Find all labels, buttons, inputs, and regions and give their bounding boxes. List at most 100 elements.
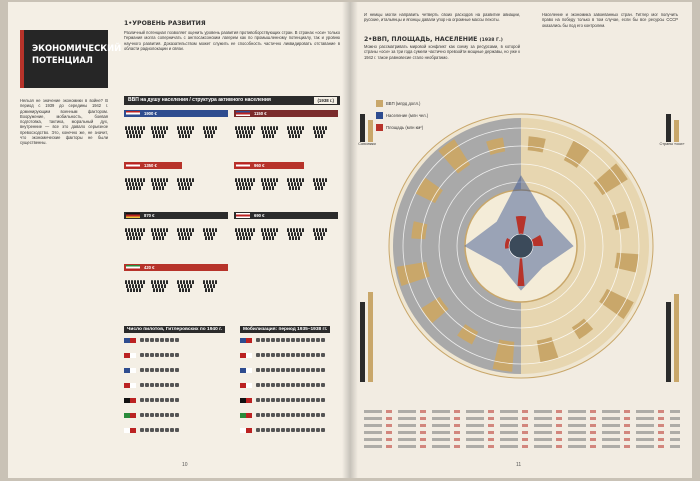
right-page: И немцы могли направить четверть своих р… — [350, 2, 692, 478]
pictogram-icon — [321, 368, 325, 372]
pictogram-icon — [316, 368, 320, 372]
pictogram-icon — [271, 398, 275, 402]
pictogram-icon — [175, 353, 179, 357]
pictogram-icon — [170, 383, 174, 387]
footnote-line — [364, 410, 680, 413]
pictogram-icon — [286, 413, 290, 417]
pictogram-icon — [321, 383, 325, 387]
pictogram-icon — [311, 368, 315, 372]
soldier-row — [234, 124, 344, 140]
legend-label: Население (млн чел.) — [386, 113, 429, 118]
pictogram-icon — [170, 368, 174, 372]
pictogram-icon — [271, 353, 275, 357]
grid-ring — [438, 163, 604, 329]
pictogram-icon — [140, 428, 144, 432]
country-bar: 1350 € — [124, 162, 182, 169]
gdp-spike — [457, 324, 479, 345]
pictogram-icon — [170, 398, 174, 402]
country-flag-icon — [126, 163, 140, 168]
sub-table1-title: Число пилотов, Гитлеровских по 1940 г. — [124, 326, 225, 334]
magazine-spread: Экономический потенциал Нельзя не значен… — [8, 2, 692, 478]
row-flag-icon — [124, 383, 136, 388]
pictogram-icon — [256, 383, 260, 387]
pictogram-icon — [306, 383, 310, 387]
pictogram-icon — [316, 413, 320, 417]
pictogram-icon — [316, 398, 320, 402]
pictogram-icon — [140, 413, 144, 417]
pictogram-icon — [256, 353, 260, 357]
side-bar — [674, 120, 679, 142]
pictogram-icon — [140, 338, 144, 342]
pictogram-icon — [296, 383, 300, 387]
soldier-group-icon — [234, 226, 256, 242]
soldier-group-icon — [202, 278, 224, 294]
pictogram-icon — [175, 383, 179, 387]
soldier-group-icon — [150, 278, 172, 294]
page-number-right: 11 — [516, 462, 522, 468]
pictogram-icon — [160, 413, 164, 417]
pictogram-icon — [316, 338, 320, 342]
country-value: 420 € — [144, 265, 155, 270]
soldier-group-icon — [202, 124, 224, 140]
side-left-label: Союзники — [358, 142, 376, 146]
pictogram-icon — [281, 338, 285, 342]
pictogram-icon — [306, 398, 310, 402]
soldier-group-icon — [150, 124, 172, 140]
gutter-shadow — [342, 2, 358, 478]
pictogram-icon — [321, 398, 325, 402]
pictogram-icon — [170, 413, 174, 417]
soldier-group-icon — [202, 226, 224, 242]
pictogram-icon — [311, 338, 315, 342]
country-value: 870 € — [144, 213, 155, 218]
pictogram-icon — [321, 413, 325, 417]
soldier-group-icon — [234, 176, 256, 192]
soldier-group-icon — [150, 226, 172, 242]
country-flag-icon — [126, 265, 140, 270]
pictogram-icon — [175, 368, 179, 372]
soldier-row — [124, 176, 234, 192]
country-value: 1350 € — [144, 163, 157, 168]
pictogram-icon — [301, 383, 305, 387]
pictogram-icon — [276, 398, 280, 402]
soldier-group-icon — [124, 176, 146, 192]
pictogram-icon — [155, 353, 159, 357]
pictogram-icon — [271, 368, 275, 372]
pictogram-icon — [175, 398, 179, 402]
gdp-spike — [563, 140, 590, 168]
pictogram-icon — [256, 413, 260, 417]
pictogram-icon — [291, 398, 295, 402]
pictogram-icon — [266, 413, 270, 417]
area-wedge — [515, 216, 527, 243]
legend-swatch — [376, 100, 383, 107]
pictogram-icon — [301, 398, 305, 402]
grid-ring — [420, 145, 622, 347]
pictogram-icon — [276, 338, 280, 342]
body-text-column: Нельзя не значение экономики в войне? В … — [20, 98, 108, 146]
pictogram-icon — [291, 383, 295, 387]
side-bar — [368, 292, 373, 382]
pictogram-icon — [321, 428, 325, 432]
pictogram-icon — [266, 353, 270, 357]
gdp-spike — [415, 177, 443, 204]
row-flag-icon — [124, 368, 136, 373]
pictogram-icon — [165, 398, 169, 402]
title-box: Экономический потенциал — [20, 30, 121, 88]
row-flag-icon — [240, 413, 252, 418]
sub-table2-title: Мобилизация: период 1935–1938 гг. — [240, 326, 331, 334]
pictogram-icon — [306, 353, 310, 357]
pictogram-icon — [266, 368, 270, 372]
pictogram-icon — [286, 368, 290, 372]
section2-year: (1938 г.) — [479, 38, 503, 43]
pictogram-icon — [175, 338, 179, 342]
pictogram-icon — [271, 338, 275, 342]
country-flag-icon — [236, 111, 250, 116]
pictogram-icon — [256, 368, 260, 372]
pictogram-icon — [261, 398, 265, 402]
pictogram-icon — [165, 353, 169, 357]
pictogram-icon — [281, 353, 285, 357]
pictogram-icon — [281, 428, 285, 432]
pictogram-icon — [256, 428, 260, 432]
row-flag-icon — [124, 353, 136, 358]
soldier-group-icon — [124, 226, 146, 242]
gdp-spike — [527, 136, 546, 153]
